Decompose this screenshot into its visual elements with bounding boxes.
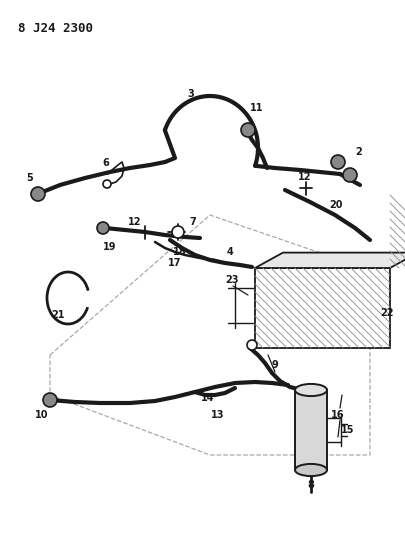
Circle shape (342, 168, 356, 182)
Text: 14: 14 (201, 393, 214, 403)
Ellipse shape (294, 464, 326, 476)
Bar (294, 390, 326, 470)
Text: 19: 19 (103, 242, 117, 252)
Text: 8 J24 2300: 8 J24 2300 (18, 22, 93, 35)
Text: 3: 3 (187, 89, 194, 99)
Text: 7: 7 (189, 217, 196, 227)
Text: 5: 5 (27, 173, 33, 183)
Text: 23: 23 (225, 275, 238, 285)
Circle shape (31, 187, 45, 201)
Text: 12: 12 (128, 217, 141, 227)
Circle shape (172, 226, 183, 238)
Text: 17: 17 (168, 258, 181, 268)
Text: 2: 2 (355, 147, 362, 157)
Text: 16: 16 (330, 410, 344, 420)
Circle shape (246, 340, 256, 350)
Circle shape (103, 180, 111, 188)
Bar (254, 268, 389, 348)
Text: 8: 8 (307, 480, 313, 490)
Text: 15: 15 (341, 425, 354, 435)
Text: 10: 10 (35, 410, 49, 420)
Circle shape (241, 123, 254, 137)
Text: 11: 11 (249, 103, 263, 113)
Text: 13: 13 (211, 410, 224, 420)
Circle shape (43, 393, 57, 407)
Text: 21: 21 (51, 310, 64, 320)
Circle shape (330, 155, 344, 169)
Circle shape (97, 222, 109, 234)
Polygon shape (254, 253, 405, 268)
Text: 20: 20 (328, 200, 342, 210)
Text: 18: 18 (173, 247, 186, 257)
Text: 6: 6 (102, 158, 109, 168)
Ellipse shape (294, 384, 326, 396)
Text: 4: 4 (226, 247, 233, 257)
Text: 9: 9 (271, 360, 278, 370)
Text: 22: 22 (379, 308, 393, 318)
Text: 12: 12 (298, 172, 311, 182)
